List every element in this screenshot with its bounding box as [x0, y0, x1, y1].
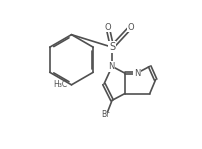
- Text: Br: Br: [101, 110, 110, 119]
- Text: H₃C: H₃C: [54, 80, 68, 89]
- Text: O: O: [127, 23, 134, 32]
- Text: S: S: [109, 42, 115, 52]
- Text: O: O: [104, 23, 111, 32]
- Text: N: N: [108, 62, 115, 71]
- Text: N: N: [134, 69, 140, 77]
